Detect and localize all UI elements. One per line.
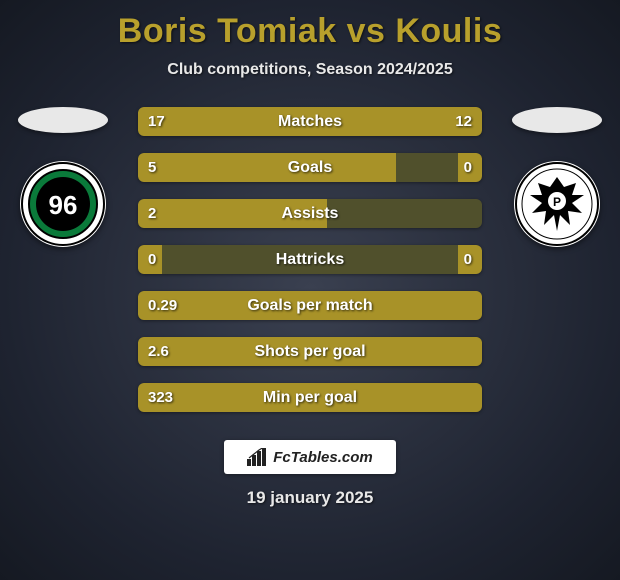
branding-badge: FcTables.com xyxy=(224,440,396,474)
stat-label: Goals per match xyxy=(138,291,482,320)
stat-label: Min per goal xyxy=(138,383,482,412)
stat-value-right: 12 xyxy=(445,107,482,136)
chart-icon xyxy=(247,448,267,466)
left-team-ellipse xyxy=(18,107,108,133)
stat-row: Assists2 xyxy=(138,199,482,228)
stat-label: Hattricks xyxy=(138,245,482,274)
stat-value-left: 5 xyxy=(138,153,166,182)
left-team-column: 96 xyxy=(8,107,118,247)
stat-label: Assists xyxy=(138,199,482,228)
comparison-panel: 96 P Matches17 12 Goals5 0 Assists2 Hattricks… xyxy=(0,107,620,412)
stat-value-left: 0.29 xyxy=(138,291,187,320)
page-title: Boris Tomiak vs Koulis xyxy=(0,0,620,51)
stat-value-left: 2 xyxy=(138,199,166,228)
stat-row: Shots per goal2.6 xyxy=(138,337,482,366)
stat-row: Matches17 12 xyxy=(138,107,482,136)
stat-value-left: 2.6 xyxy=(138,337,179,366)
stat-value-right: 0 xyxy=(454,245,482,274)
stat-label: Goals xyxy=(138,153,482,182)
stat-value-left: 0 xyxy=(138,245,166,274)
stat-value-left: 17 xyxy=(138,107,175,136)
stat-value-left: 323 xyxy=(138,383,183,412)
hannover-96-crest-icon: 96 xyxy=(20,161,106,247)
svg-text:96: 96 xyxy=(49,190,78,220)
right-team-ellipse xyxy=(512,107,602,133)
stat-row: Goals5 0 xyxy=(138,153,482,182)
stat-row: Goals per match0.29 xyxy=(138,291,482,320)
svg-text:P: P xyxy=(553,195,561,209)
stat-row: Hattricks0 0 xyxy=(138,245,482,274)
left-team-crest: 96 xyxy=(20,161,106,247)
stat-label: Shots per goal xyxy=(138,337,482,366)
right-team-crest: P xyxy=(514,161,600,247)
date-label: 19 january 2025 xyxy=(0,488,620,508)
branding-text: FcTables.com xyxy=(273,449,372,466)
stat-label: Matches xyxy=(138,107,482,136)
stat-row: Min per goal323 xyxy=(138,383,482,412)
subtitle: Club competitions, Season 2024/2025 xyxy=(0,61,620,79)
stat-bars: Matches1712Goals50Assists2Hattricks00Goa… xyxy=(138,107,482,412)
preussen-crest-icon: P xyxy=(514,161,600,247)
stat-value-right: 0 xyxy=(454,153,482,182)
right-team-column: P xyxy=(502,107,612,247)
